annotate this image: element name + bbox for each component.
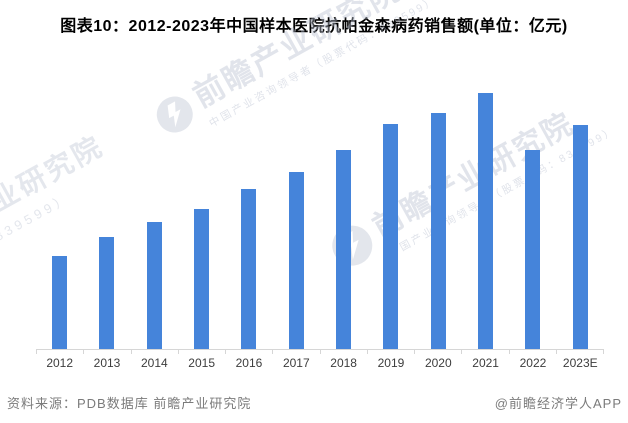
- bar-slot: [83, 93, 130, 349]
- bar-2022: [525, 150, 541, 349]
- x-axis-ticks: [36, 350, 604, 354]
- x-tick-label: 2017: [282, 356, 310, 370]
- bar-slot: [367, 93, 414, 349]
- axis-tick: [84, 350, 132, 354]
- x-axis-labels: 2012 2013 2014 2015 2016 2017 2018 2019 2020 2021…: [36, 356, 604, 370]
- source-note: 资料来源：PDB数据库 前瞻产业研究院: [7, 396, 252, 411]
- axis-tick: [179, 350, 226, 354]
- axis-tick: [37, 350, 85, 354]
- bar-2020: [430, 112, 446, 349]
- bars-row: [36, 93, 604, 349]
- bar-2012: [52, 255, 68, 349]
- bar-slot: [462, 93, 509, 349]
- bar-2023E: [572, 125, 588, 349]
- axis-tick: [415, 350, 463, 354]
- bar-slot: [415, 93, 462, 349]
- x-tick-label: 2021: [472, 356, 499, 370]
- bar-slot: [320, 93, 367, 349]
- bar-2016: [241, 189, 257, 349]
- x-tick-label: 2012: [46, 356, 74, 370]
- bar-slot: [131, 93, 178, 349]
- x-tick-label: 2016: [235, 356, 263, 370]
- credit-note: @前瞻经济学人APP: [494, 396, 622, 411]
- axis-tick: [462, 350, 510, 354]
- axis-tick: [510, 350, 557, 354]
- x-tick-label: 2020: [424, 356, 452, 370]
- bar-slot: [36, 93, 83, 349]
- bar-slot: [509, 93, 556, 349]
- bar-slot: [557, 93, 604, 349]
- axis-tick: [273, 350, 321, 354]
- bar-2013: [99, 236, 115, 349]
- x-tick-label: 2023E: [562, 356, 598, 370]
- x-tick-label: 2019: [377, 356, 405, 370]
- axis-tick: [557, 350, 604, 354]
- bar-slot: [273, 93, 320, 349]
- axis-tick: [226, 350, 274, 354]
- axis-tick: [321, 350, 368, 354]
- x-axis-line: [36, 349, 604, 350]
- bar-slot: [178, 93, 225, 349]
- x-tick-label: 2015: [188, 356, 215, 370]
- bar-2019: [383, 123, 399, 349]
- x-tick-label: 2013: [93, 356, 121, 370]
- chart-title: 图表10：2012-2023年中国样本医院抗帕金森病药销售额(单位：亿元): [60, 18, 568, 35]
- bar-2017: [288, 171, 304, 349]
- bar-2018: [336, 150, 352, 349]
- x-tick-label: 2014: [140, 356, 168, 370]
- bar-2015: [194, 208, 210, 349]
- bar-slot: [225, 93, 272, 349]
- x-tick-label: 2018: [330, 356, 357, 370]
- bar-2014: [146, 221, 162, 349]
- bar-2021: [478, 93, 494, 349]
- axis-tick: [132, 350, 179, 354]
- x-tick-label: 2022: [519, 356, 547, 370]
- axis-tick: [368, 350, 415, 354]
